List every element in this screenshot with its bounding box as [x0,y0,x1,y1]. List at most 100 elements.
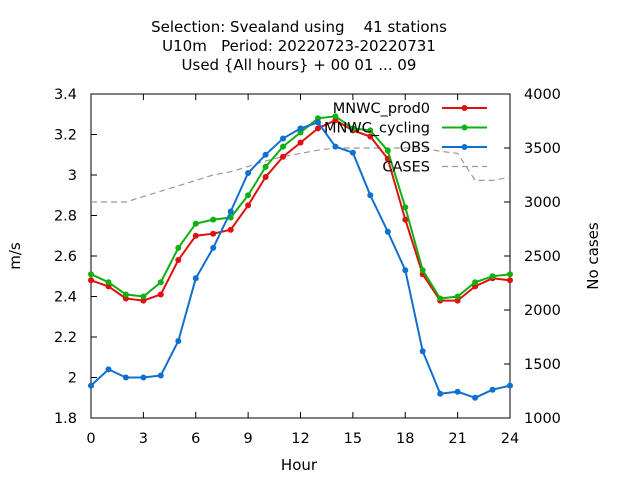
point-mnwc-prod0 [157,291,164,298]
x-tick-label: 3 [139,431,148,447]
point-obs [245,170,252,176]
point-mnwc-prod0 [88,277,94,284]
point-mnwc-cycling [419,267,426,274]
point-mnwc-cycling [297,129,304,136]
point-obs [157,372,164,379]
y-tick-label: 2.4 [54,290,77,306]
y2-tick-label: 2500 [524,249,561,265]
y-tick-label: 3.2 [54,128,77,144]
x-tick-label: 15 [344,431,362,447]
point-mnwc-cycling [402,204,409,211]
point-mnwc-cycling [140,293,147,300]
legend-label-mnwc-cycling: MNWC_cycling [324,121,430,137]
point-obs [262,151,269,158]
y-tick-label: 3 [68,168,77,184]
y2-tick-label: 2000 [524,303,561,319]
point-obs [384,228,391,235]
legend-label-obs: OBS [400,140,430,156]
point-mnwc-prod0 [175,257,182,263]
y-tick-label: 2 [68,371,77,387]
x-tick-label: 21 [448,431,466,447]
point-mnwc-cycling [489,273,496,280]
point-mnwc-cycling [472,279,479,286]
point-obs [210,244,217,251]
chart-title-line-1: Selection: Svealand using 41 stations [151,18,447,36]
x-tick-label: 0 [86,431,95,447]
chart-title-line-3: Used {All hours} + 00 01 ... 09 [182,56,417,74]
x-tick-label: 12 [291,431,309,447]
point-obs [332,143,339,150]
y-tick-label: 2.2 [54,330,77,346]
point-mnwc-cycling [210,216,217,223]
point-obs [472,394,479,401]
point-mnwc-prod0 [210,230,217,237]
x-tick-label: 9 [244,431,253,447]
point-mnwc-cycling [507,271,513,278]
point-mnwc-cycling [192,220,199,227]
axis-ticks: 0 3 6 9 12 15 18 21 24 1.8 2 2.2 2.4 2.6 2.8 3 3.2 3.4 100… [54,87,561,447]
point-mnwc-prod0 [262,174,269,180]
point-mnwc-prod0 [367,133,374,140]
point-obs [280,135,286,142]
point-mnwc-cycling [262,163,269,170]
chart-title-line-2: U10m Period: 20220723-20220731 [162,37,436,55]
legend-marker [461,105,468,111]
point-mnwc-cycling [349,125,356,132]
y-tick-label: 2.8 [54,209,77,225]
point-mnwc-prod0 [297,139,304,146]
series-layer [88,113,513,401]
point-obs [192,275,199,282]
point-mnwc-cycling [245,192,252,199]
legend: MNWC_prod0 MNWC_cycling OBS CASES [324,101,487,176]
point-obs [437,390,444,397]
point-obs [419,348,426,355]
point-mnwc-cycling [105,279,112,286]
point-mnwc-cycling [454,293,461,300]
legend-label-cases: CASES [382,160,430,176]
y-tick-label: 1.8 [54,411,77,427]
y2-axis-label: No cases [584,222,602,290]
point-mnwc-prod0 [472,283,479,290]
point-mnwc-prod0 [315,125,321,132]
legend-marker [461,144,468,150]
point-obs [349,149,356,156]
y-axis-label: m/s [6,242,24,270]
y2-tick-label: 1500 [524,357,561,373]
point-obs [140,374,147,381]
y-tick-label: 2.6 [54,249,77,265]
x-axis-label: Hour [281,456,318,474]
y2-tick-label: 1000 [524,411,561,427]
series-line-cases [91,147,511,203]
point-mnwc-prod0 [227,226,234,233]
point-mnwc-cycling [315,115,321,122]
x-tick-label: 18 [396,431,414,447]
point-mnwc-prod0 [245,202,252,209]
point-obs [489,386,496,393]
point-obs [315,119,321,126]
y2-tick-label: 4000 [524,87,561,103]
point-obs [367,192,374,199]
y2-tick-label: 3500 [524,141,561,157]
point-mnwc-prod0 [454,297,461,304]
point-obs [175,338,182,344]
point-mnwc-cycling [280,143,286,150]
point-obs [227,208,234,215]
point-mnwc-prod0 [402,216,409,223]
point-obs [454,388,461,395]
point-obs [297,125,304,132]
point-mnwc-prod0 [140,297,147,304]
x-tick-label: 24 [501,431,519,447]
point-mnwc-cycling [175,244,182,251]
point-obs [122,374,129,381]
point-mnwc-prod0 [105,283,112,290]
legend-marker [461,124,468,131]
point-obs [402,267,409,274]
point-mnwc-cycling [122,291,129,298]
point-mnwc-prod0 [280,153,286,160]
point-mnwc-cycling [384,147,391,154]
point-mnwc-cycling [332,113,339,120]
point-obs [507,382,513,389]
point-mnwc-cycling [437,295,444,302]
point-mnwc-cycling [88,271,94,278]
